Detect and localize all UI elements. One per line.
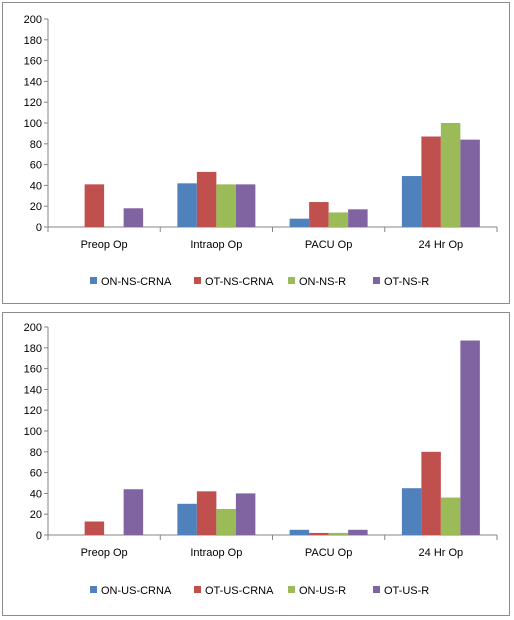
legend-label: OT-US-CRNA <box>205 585 274 597</box>
bar-ot-ns-crna <box>309 202 329 227</box>
y-tick-label: 0 <box>36 530 42 542</box>
bar-on-us-r <box>216 509 236 535</box>
bar-on-ns-r <box>440 123 461 227</box>
bar-ot-us-r <box>235 493 256 535</box>
legend-label: ON-US-CRNA <box>101 585 172 597</box>
bar-ot-ns-r <box>123 208 144 227</box>
bar-on-ns-crna <box>401 176 422 227</box>
bar-ot-ns-crna <box>421 136 441 227</box>
bar-on-us-r <box>328 532 349 535</box>
bar-ot-ns-r <box>235 184 256 227</box>
category-label: PACU Op <box>305 239 352 251</box>
y-tick-label: 20 <box>30 509 42 521</box>
chart-us: 0 20 40 60 80 100 120 140 160 180 200 Preop Op Intra… <box>24 322 498 597</box>
bar-on-us-r <box>440 497 461 535</box>
legend-swatch <box>194 277 201 284</box>
y-tick-label: 160 <box>24 364 42 376</box>
legend-swatch <box>288 586 295 593</box>
bar-on-ns-crna <box>177 183 197 227</box>
bar-on-ns-crna <box>289 218 310 227</box>
y-tick-label: 100 <box>24 118 42 130</box>
chart-ns: 0 20 40 60 80 100 120 140 160 180 200 Preop Op Intra… <box>24 14 498 288</box>
bar-on-us-crna <box>289 529 310 535</box>
category-label: PACU Op <box>305 547 352 559</box>
legend-label: OT-US-R <box>384 585 429 597</box>
bar-ot-us-crna <box>84 521 105 535</box>
legend-label: OT-NS-CRNA <box>205 276 274 288</box>
y-tick-label: 180 <box>24 343 42 355</box>
legend-swatch <box>373 586 380 593</box>
bar-on-ns-r <box>216 184 236 227</box>
y-tick-label: 40 <box>30 488 42 500</box>
y-tick-label: 60 <box>30 468 42 480</box>
legend-swatch <box>90 277 97 284</box>
y-tick-label: 120 <box>24 405 42 417</box>
y-tick-label: 200 <box>24 14 42 26</box>
bar-ot-ns-crna <box>196 171 217 227</box>
bar-ot-us-r <box>348 529 368 535</box>
y-tick-label: 100 <box>24 426 42 438</box>
y-tick-label: 80 <box>30 139 42 151</box>
category-label: 24 Hr Op <box>419 239 464 251</box>
y-tick-label: 140 <box>24 384 42 396</box>
y-tick-label: 40 <box>30 180 42 192</box>
y-tick-label: 120 <box>24 97 42 109</box>
legend-swatch <box>90 586 97 593</box>
bar-ot-ns-r <box>460 139 480 227</box>
legend-swatch <box>194 586 201 593</box>
category-label: Intraop Op <box>190 239 242 251</box>
y-tick-label: 0 <box>36 222 42 234</box>
legend-swatch <box>373 277 380 284</box>
category-label: Preop Op <box>81 239 128 251</box>
category-label: Preop Op <box>81 547 128 559</box>
bar-ot-ns-r <box>348 209 368 227</box>
bar-ot-ns-crna <box>84 184 105 227</box>
legend-label: ON-NS-CRNA <box>101 276 172 288</box>
bar-ot-us-r <box>460 340 480 535</box>
category-label: 24 Hr Op <box>419 547 464 559</box>
legend-label: ON-NS-R <box>299 276 346 288</box>
bar-ot-us-r <box>123 489 144 535</box>
y-tick-label: 180 <box>24 35 42 47</box>
y-tick-label: 200 <box>24 322 42 334</box>
y-tick-label: 160 <box>24 56 42 68</box>
bar-ot-us-crna <box>421 451 441 535</box>
y-tick-label: 20 <box>30 201 42 213</box>
bar-ot-us-crna <box>196 491 217 535</box>
y-tick-label: 80 <box>30 447 42 459</box>
y-tick-label: 60 <box>30 160 42 172</box>
bar-on-us-crna <box>177 503 197 535</box>
legend-swatch <box>288 277 295 284</box>
bar-ot-us-crna <box>309 532 329 535</box>
y-tick-label: 140 <box>24 76 42 88</box>
category-label: Intraop Op <box>190 547 242 559</box>
bar-on-us-crna <box>401 488 422 535</box>
chart-panel-ns: 0 20 40 60 80 100 120 140 160 180 200 Preop Op Intra… <box>2 2 510 304</box>
legend-label: ON-US-R <box>299 585 346 597</box>
legend-label: OT-NS-R <box>384 276 429 288</box>
bar-on-ns-r <box>328 212 349 227</box>
chart-panel-us: 0 20 40 60 80 100 120 140 160 180 200 Preop Op Intra… <box>2 312 510 616</box>
